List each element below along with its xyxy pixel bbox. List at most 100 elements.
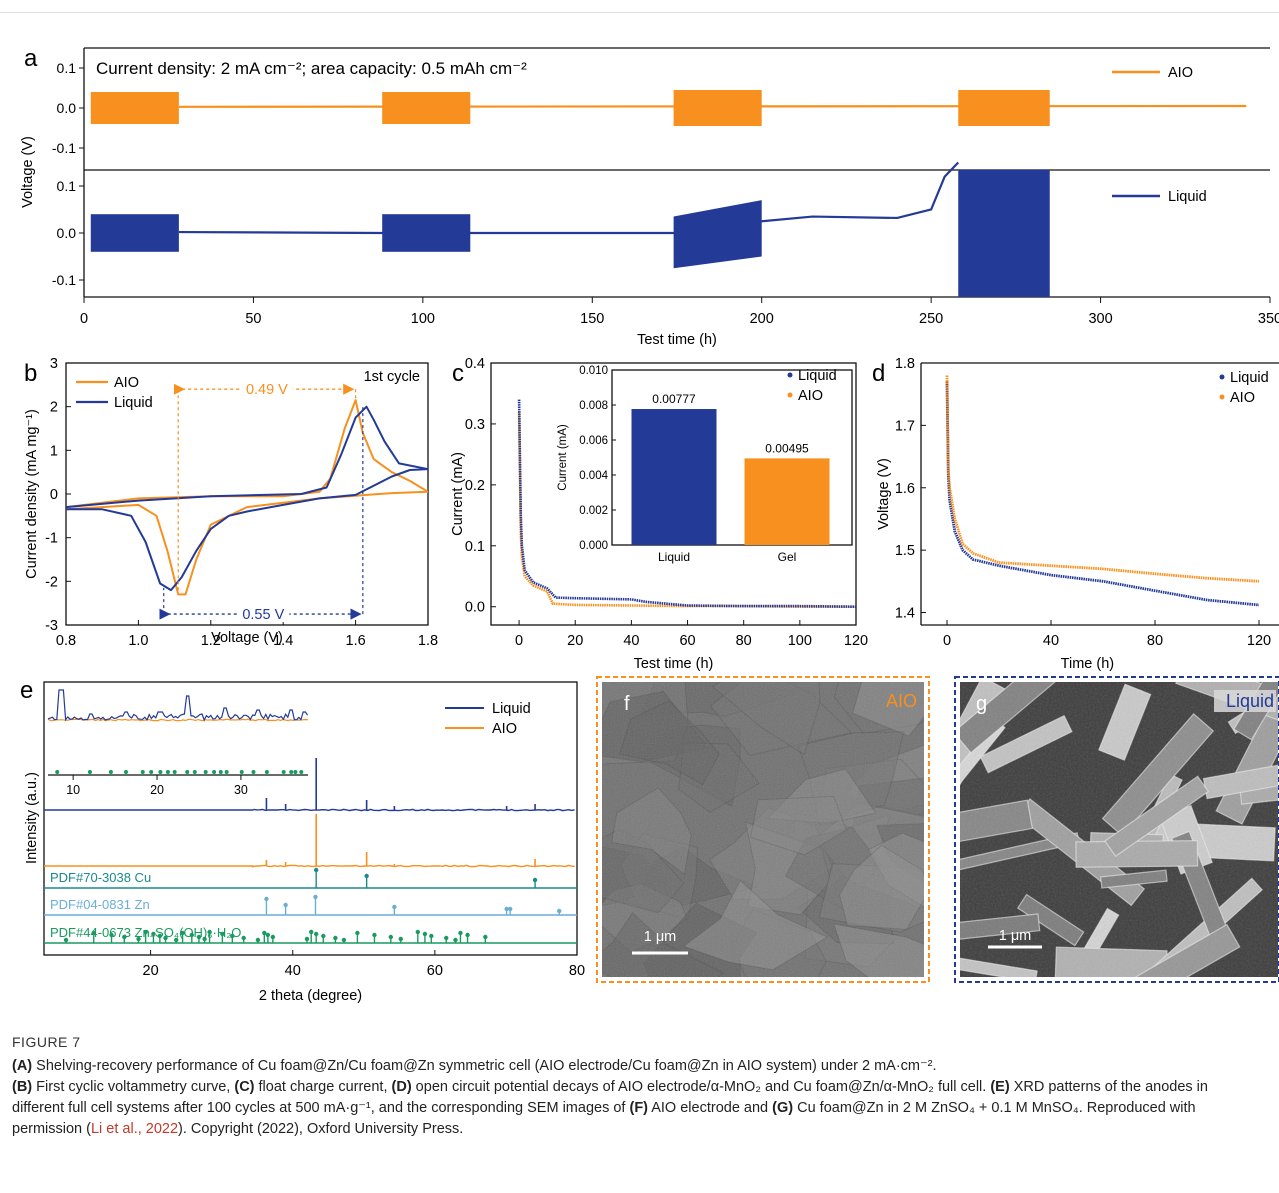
x-tick-label: 60 <box>427 963 443 979</box>
sem-label-bg-g <box>1214 690 1276 712</box>
legend-label-liquid: Liquid <box>1230 370 1269 386</box>
x-tick-label: 300 <box>1088 311 1112 327</box>
reference-stick-head <box>151 931 156 937</box>
caption-bold-b: (B) <box>12 1079 33 1095</box>
legend-label-liquid: Liquid <box>798 368 837 384</box>
reference-stick-head <box>429 933 434 939</box>
plot-area-c <box>517 399 856 609</box>
inset-reference-stick-head <box>224 770 229 774</box>
sem-image-f <box>602 682 924 977</box>
caption-bold-c: (C) <box>234 1079 255 1095</box>
y-tick-label: -0.1 <box>52 272 76 288</box>
legend-label-aio: AIO <box>492 721 517 737</box>
y-tick-label: -3 <box>45 618 58 634</box>
inset-x-tick-label: 10 <box>66 783 80 797</box>
axis-frame-e <box>43 681 578 956</box>
y-axis-label: Current density (mA mg⁻¹) <box>24 409 40 579</box>
panel-label-g: g <box>976 693 987 715</box>
y-tick-label: -1 <box>45 531 58 547</box>
inset-y-axis-label: Current (mA) <box>557 424 569 491</box>
reference-label-1: PDF#04-0831 Zn <box>50 897 150 912</box>
x-tick-label: 40 <box>1043 633 1059 649</box>
inset-y-tick-label: 0.006 <box>579 435 608 447</box>
reference-stick-head <box>313 867 319 873</box>
inset-bar-value-label: 0.00495 <box>765 441 809 455</box>
x-tick-label: 60 <box>679 633 695 649</box>
x-tick-label: 0 <box>515 633 523 649</box>
x-tick-label: 100 <box>411 311 435 327</box>
panel-c: c 0 20 40 60 80 100 120 0.0 0.1 0.2 0.3 0.4 Test time… <box>450 356 868 672</box>
reference-stick-head <box>507 906 513 912</box>
inset-frame <box>611 369 853 546</box>
caption-bold-g: (G) <box>772 1100 794 1116</box>
y-axis-label: Current (mA) <box>450 452 466 536</box>
reference-stick-head <box>313 931 319 937</box>
inset-category-label: Liquid <box>658 550 690 564</box>
caption-text-d: open circuit potential decays of AIO ele… <box>411 1079 991 1095</box>
panel-label-f: f <box>624 693 630 715</box>
reference-stick-head <box>264 896 269 902</box>
reference-stick-head <box>265 932 271 938</box>
cycle-annotation: 1st cycle <box>364 369 420 385</box>
reference-stick-head <box>458 930 463 936</box>
xrd-inset-aio <box>47 718 309 722</box>
x-tick-label: 50 <box>245 311 261 327</box>
reference-stick-head <box>220 931 225 937</box>
reference-stick-head <box>465 932 470 938</box>
xrd-pattern-aio <box>251 864 575 868</box>
reference-stick-head <box>398 936 403 942</box>
cycling-block-aio <box>673 90 762 126</box>
reference-stick-head <box>355 930 360 936</box>
panel-sem: f AIO 1 μm g Liquid 1 μm <box>596 676 1279 983</box>
reference-stick-head <box>136 936 141 942</box>
y-tick-label: 1.4 <box>895 606 915 622</box>
inset-reference-stick-head <box>124 770 128 774</box>
reference-stick-head <box>109 932 114 938</box>
reference-stick-head <box>255 937 261 943</box>
series-line-liquid <box>66 405 428 592</box>
reference-stick-head <box>196 934 202 940</box>
inset-reference-stick-head <box>140 770 145 774</box>
sem-image-g <box>960 682 1278 977</box>
x-tick-label: 0 <box>943 633 951 649</box>
reference-stick-head <box>422 931 428 937</box>
reference-stick-head <box>91 930 96 936</box>
reference-stick-head <box>313 894 318 900</box>
caption-reference-link[interactable]: Li et al., 2022 <box>90 1121 179 1137</box>
sem-frame-f <box>596 676 930 983</box>
inset-y-tick-label: 0.008 <box>579 400 608 412</box>
y-tick-label: -0.1 <box>52 140 76 156</box>
legend-label-liquid: Liquid <box>492 701 531 717</box>
x-axis-label: 2 theta (degree) <box>259 988 362 1004</box>
y-tick-label: 0.1 <box>57 178 77 194</box>
inset-reference-stick-head <box>239 770 244 774</box>
plot-area-a <box>90 90 1247 297</box>
cycling-block-aio <box>90 92 179 124</box>
inset-y-tick-label: 0.000 <box>579 540 608 552</box>
inset-reference-stick-head <box>299 770 304 774</box>
legend-label-aio: AIO <box>1230 390 1255 406</box>
panel-label-d: d <box>872 360 885 387</box>
arrow-label-bg <box>240 380 293 398</box>
caption-text-f: AIO electrode and <box>648 1100 773 1116</box>
y-tick-label: 0.0 <box>57 100 77 116</box>
y-tick-label: 1.5 <box>895 543 915 559</box>
xrd-inset-liquid <box>47 689 309 722</box>
reference-label-0: PDF#70-3038 Cu <box>50 870 151 885</box>
cycling-block-liquid <box>958 170 1050 297</box>
sem-label-g: Liquid <box>1226 691 1274 711</box>
inset-reference-stick-head <box>149 770 154 774</box>
caption-text-b: First cyclic voltammetry curve, <box>32 1079 235 1095</box>
x-axis-label: Time (h) <box>1061 656 1114 672</box>
caption-bold-a: (A) <box>12 1058 33 1074</box>
inset-reference-stick-head <box>251 770 256 774</box>
scalebar-label-f: 1 μm <box>644 929 677 945</box>
inset-reference-stick-head <box>218 770 223 774</box>
reference-stick-head <box>270 934 276 940</box>
reference-stick-head <box>283 902 288 908</box>
reference-stick-head <box>230 933 235 939</box>
y-axis-label: Voltage (V) <box>20 136 36 208</box>
sem-label-f: AIO <box>886 691 917 711</box>
scalebar-label-g: 1 μm <box>999 928 1032 944</box>
reference-stick-head <box>532 877 538 883</box>
